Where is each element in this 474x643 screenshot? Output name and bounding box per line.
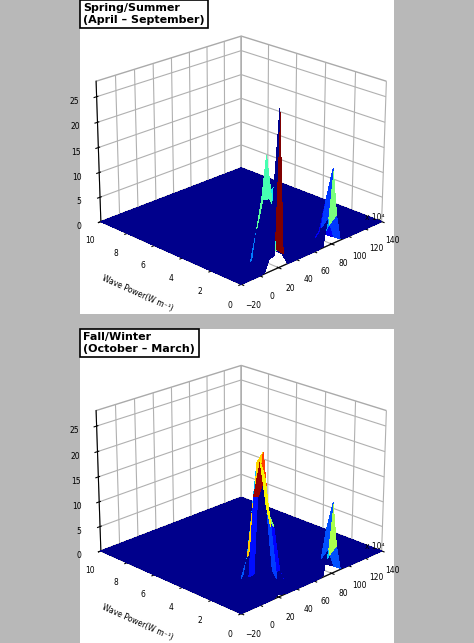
Text: x 10⁴: x 10⁴ bbox=[365, 542, 384, 551]
Y-axis label: Wave Power(W m⁻¹): Wave Power(W m⁻¹) bbox=[100, 274, 174, 313]
Y-axis label: Wave Power(W m⁻¹): Wave Power(W m⁻¹) bbox=[100, 603, 174, 642]
Text: Spring/Summer
(April – September): Spring/Summer (April – September) bbox=[83, 3, 205, 24]
Text: x 10⁴: x 10⁴ bbox=[365, 213, 384, 222]
Text: Fall/Winter
(October – March): Fall/Winter (October – March) bbox=[83, 332, 195, 354]
